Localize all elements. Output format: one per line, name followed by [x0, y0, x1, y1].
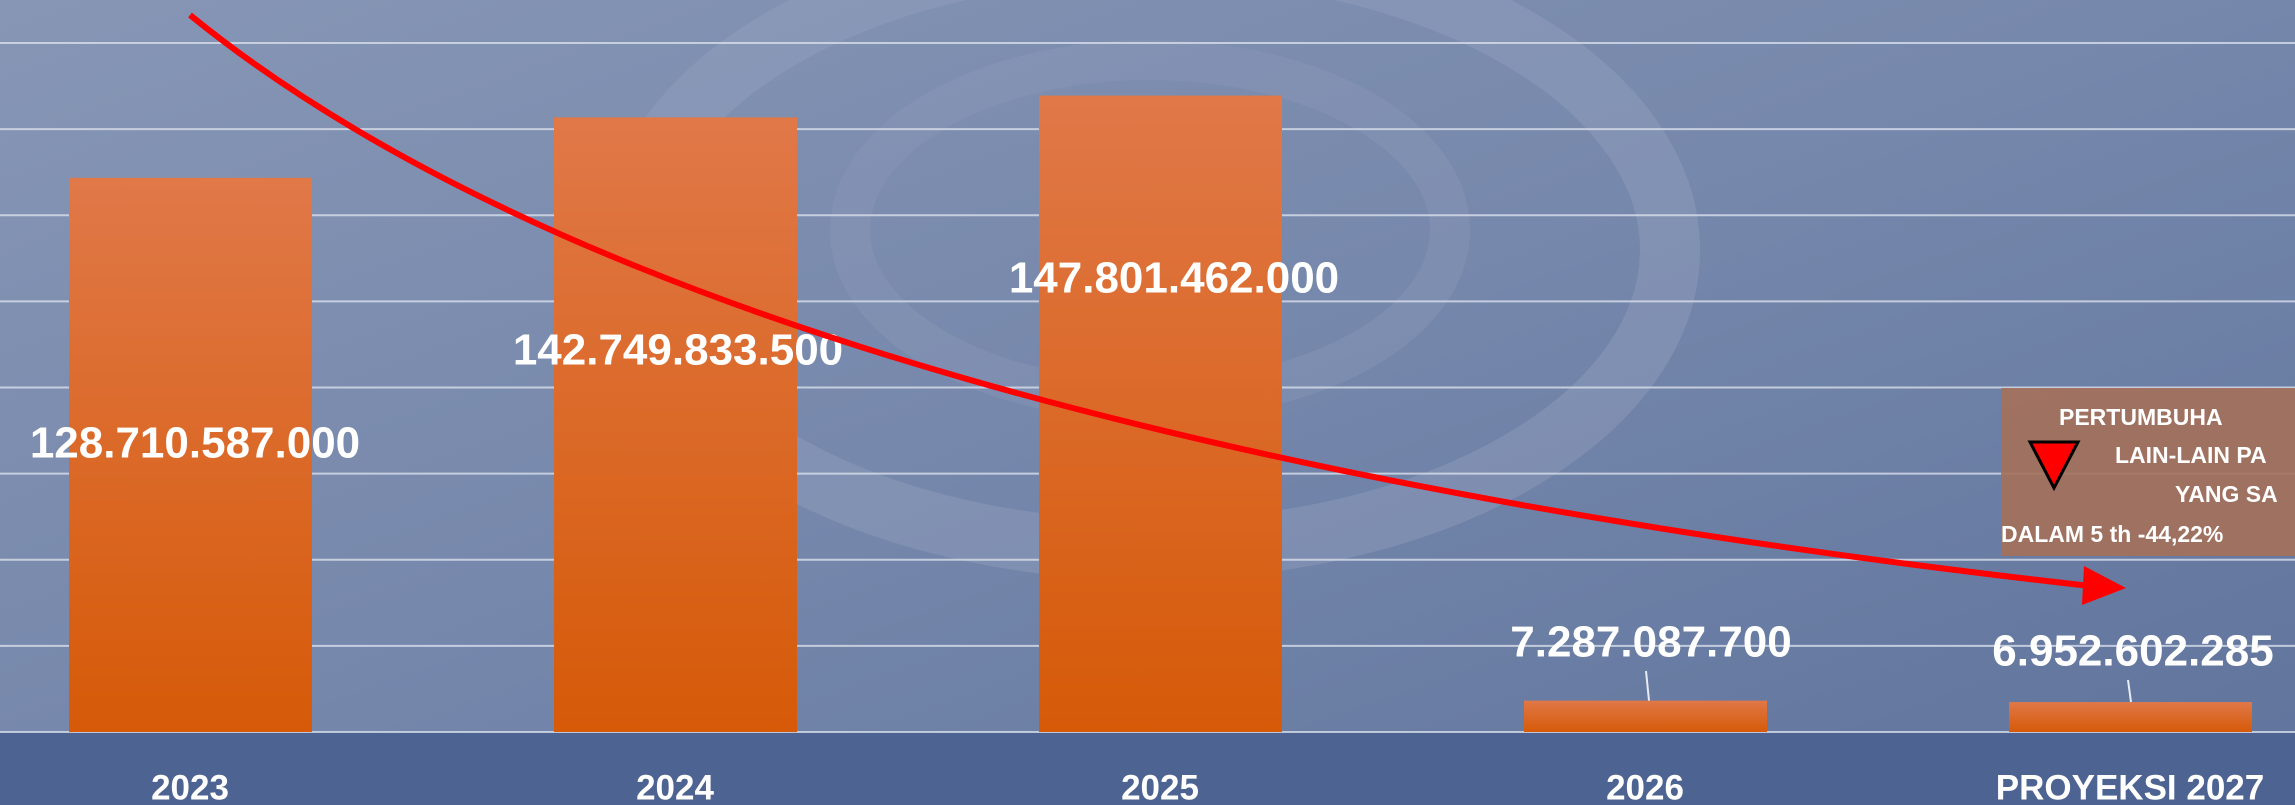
- x-tick-label: 2023: [151, 768, 229, 805]
- plot: 128.710.587.000 2023 142.749.833.500 2024 14…: [0, 12, 2295, 805]
- bar: [1039, 95, 1282, 732]
- bar: [69, 177, 312, 732]
- leader-line: [1645, 670, 1650, 701]
- value-label: 142.749.833.500: [513, 326, 843, 375]
- annotation-text: YANG SA: [2175, 481, 2278, 507]
- value-label: 128.710.587.000: [30, 419, 360, 468]
- annotation-text: DALAM 5 th -44,22%: [2001, 521, 2223, 547]
- value-label: 6.952.602.285: [1992, 627, 2273, 676]
- value-label: 7.287.087.700: [1510, 618, 1791, 667]
- annotation-text: PERTUMBUHA: [2059, 404, 2223, 430]
- bar: [1524, 700, 1767, 732]
- trend-arrow: [188, 12, 2091, 589]
- leader-line: [2127, 679, 2132, 703]
- trend-arrowhead: [2082, 566, 2126, 605]
- x-tick-label: 2025: [1121, 768, 1199, 805]
- x-tick-label: 2024: [636, 768, 714, 805]
- bar: [554, 117, 797, 733]
- annotation-text: LAIN-LAIN PA: [2115, 442, 2267, 468]
- value-label: 147.801.462.000: [1009, 254, 1339, 303]
- down-triangle: [2027, 440, 2081, 492]
- x-tick-label: 2026: [1606, 768, 1684, 805]
- bar: [2009, 702, 2252, 732]
- x-tick-label: PROYEKSI 2027: [1996, 768, 2264, 805]
- axis-band: [0, 732, 2295, 805]
